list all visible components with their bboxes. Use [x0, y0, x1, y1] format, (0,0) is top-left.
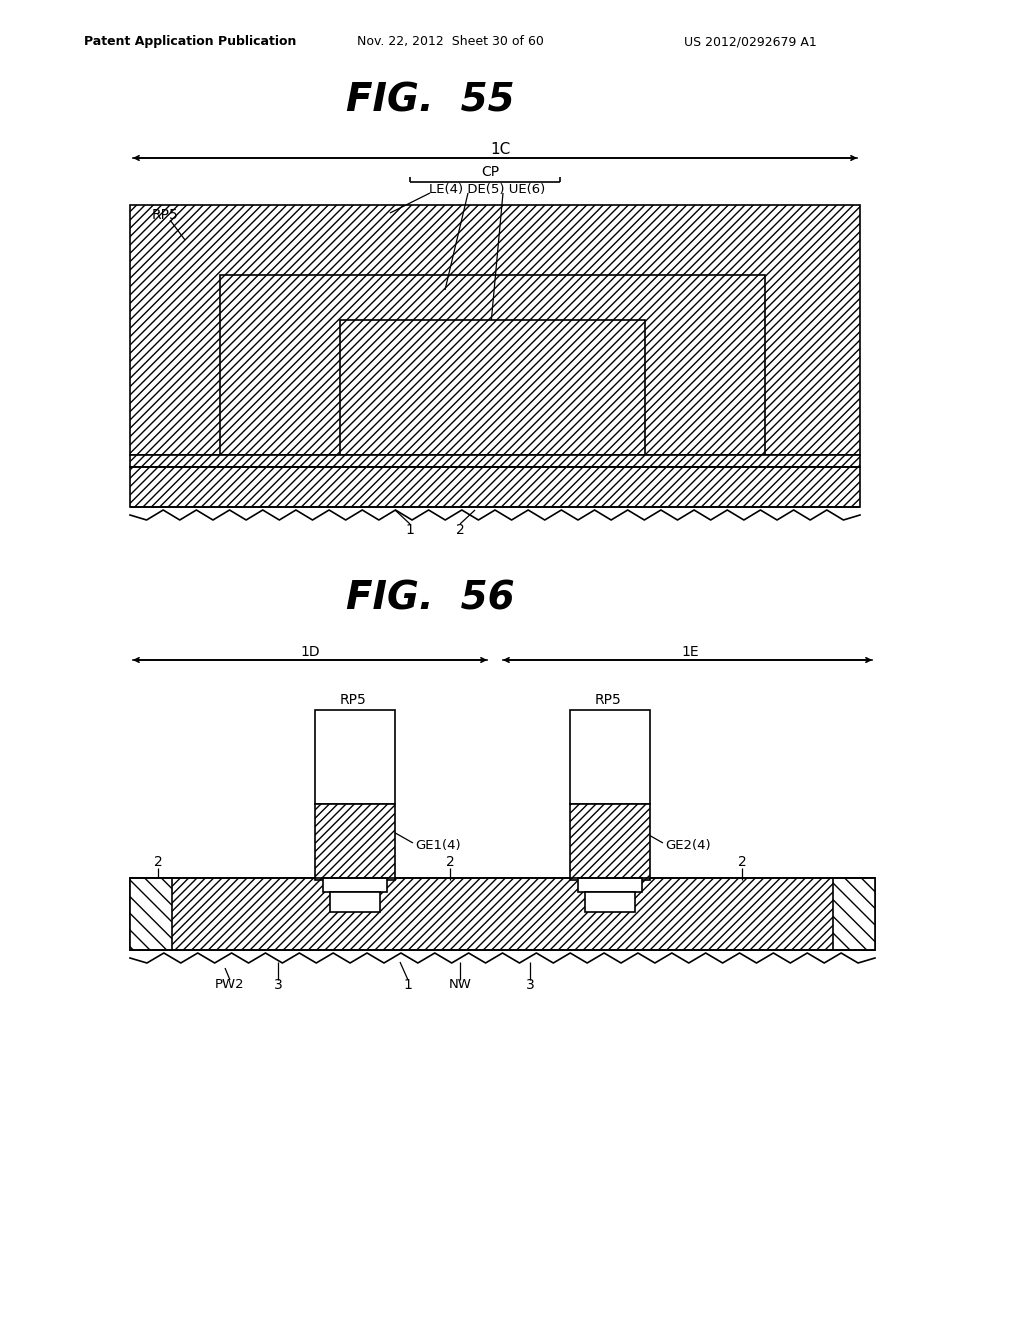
Bar [130, 467, 860, 507]
Text: 1: 1 [403, 978, 413, 993]
Text: 2: 2 [445, 855, 455, 869]
Text: GE2(4): GE2(4) [665, 838, 711, 851]
Bar [570, 804, 650, 880]
Text: RP5: RP5 [152, 209, 178, 222]
Text: Nov. 22, 2012  Sheet 30 of 60: Nov. 22, 2012 Sheet 30 of 60 [356, 36, 544, 49]
Bar [833, 878, 874, 950]
Text: Patent Application Publication: Patent Application Publication [84, 36, 296, 49]
Bar [330, 892, 380, 912]
Bar [570, 710, 650, 804]
Bar [585, 892, 635, 912]
Bar [315, 804, 395, 880]
Text: GE1(4): GE1(4) [415, 838, 461, 851]
Bar [323, 878, 387, 892]
Text: 1C: 1C [489, 143, 510, 157]
Text: CP: CP [481, 165, 499, 180]
Bar [340, 319, 645, 455]
Text: FIG.  55: FIG. 55 [346, 81, 514, 119]
Bar [578, 878, 642, 892]
Text: 3: 3 [525, 978, 535, 993]
Text: US 2012/0292679 A1: US 2012/0292679 A1 [684, 36, 816, 49]
Text: 1: 1 [406, 523, 415, 537]
Bar [130, 205, 860, 455]
Bar [340, 319, 645, 455]
Text: 2: 2 [154, 855, 163, 869]
Text: LE(4) DE(5) UE(6): LE(4) DE(5) UE(6) [429, 183, 545, 197]
Bar [220, 275, 765, 455]
Text: FIG.  56: FIG. 56 [346, 579, 514, 616]
Bar [130, 878, 172, 950]
Text: NW: NW [449, 978, 471, 991]
Text: 1E: 1E [681, 645, 698, 659]
Text: RP5: RP5 [340, 693, 367, 708]
Text: RP5: RP5 [595, 693, 622, 708]
Text: 3: 3 [273, 978, 283, 993]
Bar [220, 275, 765, 455]
Bar [130, 455, 860, 467]
Text: 2: 2 [456, 523, 464, 537]
Bar [315, 710, 395, 804]
Bar [130, 878, 874, 950]
Text: PW2: PW2 [215, 978, 245, 991]
Text: 1D: 1D [300, 645, 319, 659]
Text: 2: 2 [737, 855, 746, 869]
